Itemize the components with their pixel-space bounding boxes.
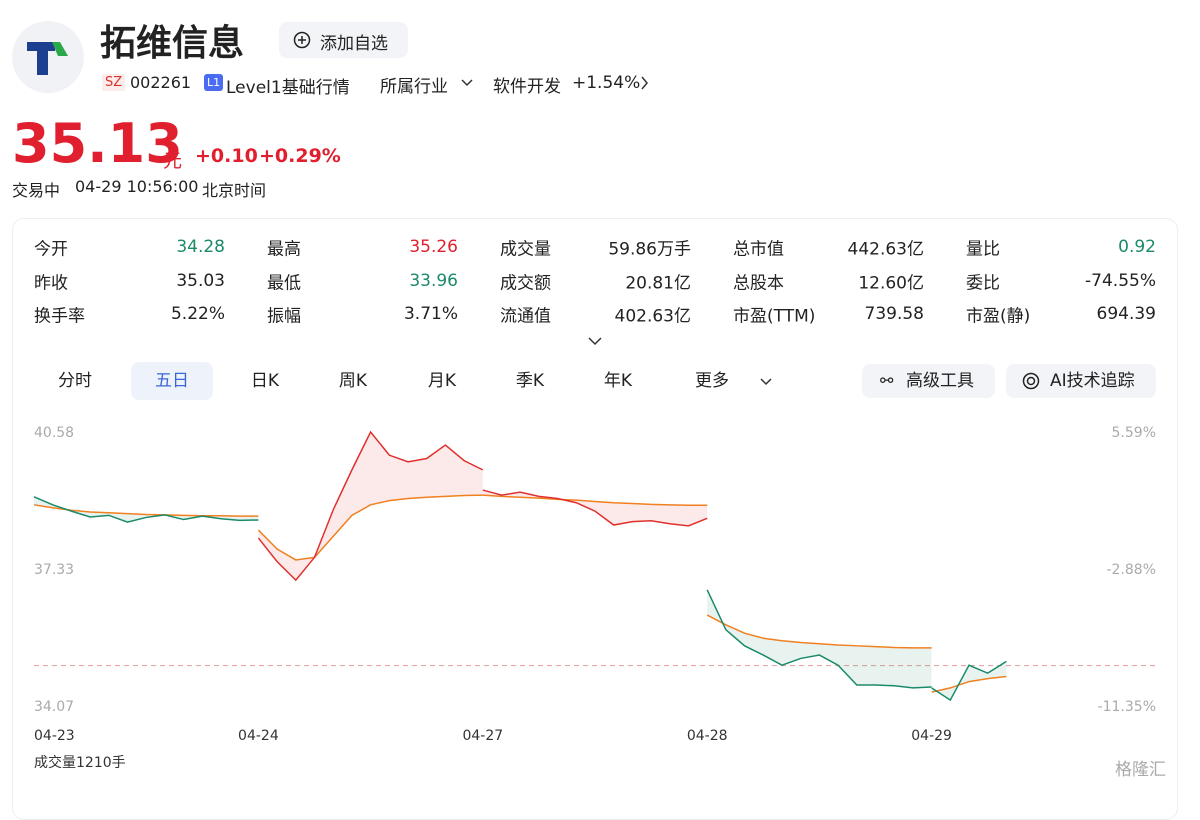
y-tick-label: 37.33 (34, 562, 74, 578)
stat-value: 739.58 (864, 304, 924, 324)
stat-value: 59.86万手 (608, 239, 691, 260)
price-line (706, 589, 932, 689)
average-line (257, 494, 483, 561)
stat-label: 成交额 (500, 273, 551, 294)
y2-tick-label: 5.59% (1112, 425, 1156, 441)
level-badge: L1 (204, 74, 224, 91)
stat-label: 换手率 (34, 306, 85, 327)
page: 拓维信息 添加自选 SZ 002261 L1 Level1基础行情 所属行业 软… (12, 21, 1178, 820)
x-tick-label: 04-27 (462, 728, 503, 744)
stat-label: 市盈(静) (966, 306, 1031, 327)
time: 04-29 10:56:00 (75, 177, 199, 196)
average-line (706, 614, 932, 649)
stat-label: 最高 (267, 239, 301, 260)
status: 交易中 (12, 181, 61, 200)
watermark: 格隆汇 (1115, 760, 1166, 780)
market-badge: SZ (102, 74, 126, 91)
stat-label: 昨收 (34, 273, 68, 294)
level: Level1基础行情 (226, 78, 350, 98)
stat-value: 20.81亿 (625, 273, 691, 294)
price-line (33, 496, 259, 523)
stock-name: 拓维信息 (100, 23, 245, 64)
industry-change: +1.54% (572, 73, 641, 93)
tab[interactable]: 季K (515, 371, 545, 391)
stat-label: 量比 (966, 239, 1000, 260)
stock-code: 002261 (130, 73, 192, 92)
stat-label: 成交量 (500, 239, 551, 260)
plus-icon (293, 31, 311, 49)
stat-label: 流通值 (500, 306, 551, 327)
tab[interactable]: 五日 (131, 362, 213, 400)
tool-label: AI技术追踪 (1050, 371, 1135, 391)
price-fill (482, 490, 708, 526)
stat-value: 35.26 (409, 237, 458, 257)
y-tick-label: 34.07 (34, 699, 74, 715)
stat-value: 3.71% (403, 304, 458, 324)
tab[interactable]: 周K (338, 371, 368, 391)
tool-button[interactable]: AI技术追踪 (1006, 364, 1156, 398)
stat-label: 总市值 (733, 239, 784, 260)
ai-icon (1022, 372, 1040, 390)
stat-label: 委比 (966, 273, 1000, 294)
stat-value: 34.28 (176, 237, 225, 257)
price-fill (931, 661, 1007, 701)
stat-label: 振幅 (267, 306, 301, 327)
y2-tick-label: -11.35% (1098, 699, 1156, 715)
chevron (461, 79, 473, 87)
average-line (482, 494, 708, 506)
price-fill (707, 589, 932, 688)
chart: 成交量1210手 格隆汇 40.58 37.33 34.07 5.59% -2.88% -… (33, 425, 1166, 780)
y2-tick-label: -2.88% (1106, 562, 1156, 578)
stat-value: 5.22% (170, 304, 225, 324)
timezone: 北京时间 (202, 181, 267, 200)
tab[interactable]: 日K (250, 371, 280, 391)
tab[interactable]: 更多 (695, 371, 729, 391)
stat-value: 12.60亿 (858, 273, 924, 294)
price: 35.13 (12, 112, 183, 175)
price-unit: 元 (163, 150, 183, 172)
x-tick-label: 04-24 (238, 728, 279, 744)
x-tick-label: 04-29 (911, 728, 952, 744)
logo (12, 21, 84, 93)
stat-label: 总股本 (733, 273, 784, 294)
x-tick-label: 04-28 (687, 728, 728, 744)
y-tick-label: 40.58 (34, 425, 74, 441)
chevron-right (641, 76, 648, 90)
change-pct: +0.29% (259, 145, 341, 167)
stat-label: 最低 (267, 273, 301, 294)
stat-value: 35.03 (176, 271, 225, 291)
average-line (931, 675, 1007, 693)
stat-value: -74.55% (1085, 271, 1156, 291)
tab[interactable]: 年K (603, 371, 633, 391)
chevron (760, 378, 772, 386)
tab[interactable]: 分时 (58, 371, 92, 391)
stat-value: 442.63亿 (847, 239, 924, 260)
price-line (482, 489, 708, 527)
stat-value: 33.96 (409, 271, 458, 291)
expand[interactable] (588, 336, 602, 346)
industry-label[interactable]: 所属行业 (380, 77, 448, 97)
add-button-label: 添加自选 (320, 34, 388, 54)
stat-value: 694.39 (1096, 304, 1156, 324)
stat-label: 今开 (34, 239, 68, 260)
price-line (931, 660, 1007, 702)
price-fill (258, 432, 483, 581)
change: +0.10 (195, 145, 258, 167)
add-button[interactable]: 添加自选 (279, 22, 408, 58)
volume-label: 成交量1210手 (34, 754, 126, 771)
tool-button[interactable]: ⚯ 高级工具 (862, 364, 995, 398)
stat-value: 402.63亿 (614, 306, 691, 327)
x-tick-label: 04-23 (34, 728, 75, 744)
industry[interactable]: 软件开发 (493, 77, 561, 97)
price-line (257, 430, 484, 582)
tab[interactable]: 月K (427, 371, 457, 391)
stat-label: 市盈(TTM) (733, 306, 816, 327)
tool-label: 高级工具 (906, 371, 974, 391)
stat-value: 0.92 (1118, 237, 1156, 257)
average-line (33, 504, 259, 517)
